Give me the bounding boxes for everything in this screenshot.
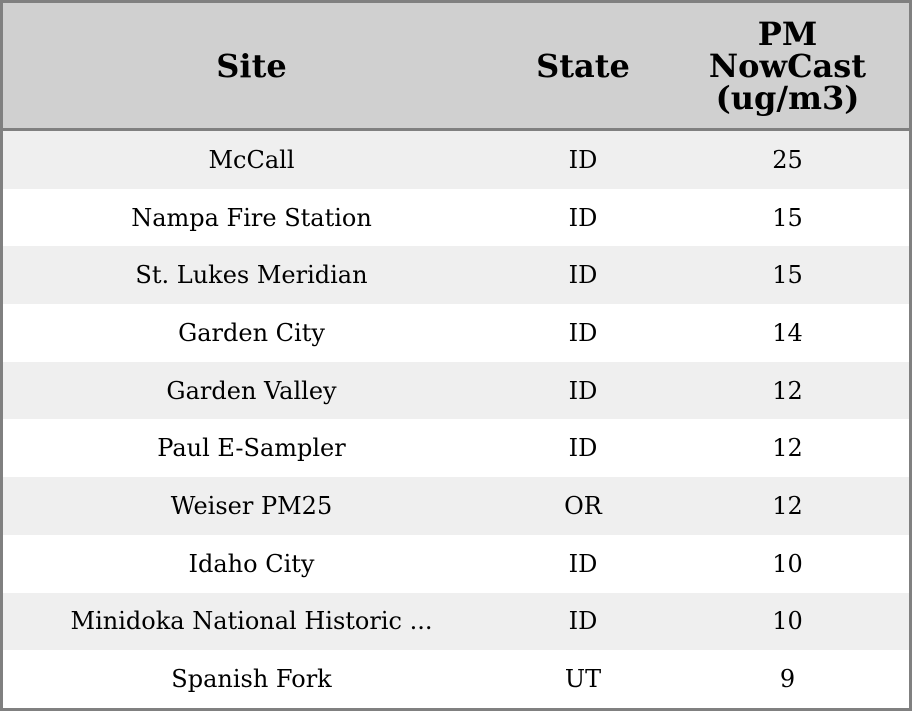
- cell-pm-nowcast: 14: [772, 318, 803, 347]
- cell-site: Garden City: [178, 318, 325, 347]
- table-row: Garden Valley ID 12: [3, 361, 909, 420]
- cell-state: ID: [568, 261, 598, 290]
- cell-site: Nampa Fire Station: [131, 203, 372, 232]
- cell-state: ID: [568, 549, 598, 578]
- table-row: McCall ID 25: [3, 131, 909, 189]
- cell-site: McCall: [208, 145, 295, 174]
- cell-state: UT: [564, 665, 602, 694]
- header-site[interactable]: Site: [216, 46, 287, 85]
- cell-pm-nowcast: 15: [772, 203, 803, 232]
- cell-site: Garden Valley: [166, 376, 337, 405]
- table-header: Site State PM NowCast (ug/m3): [3, 3, 909, 131]
- table-body: McCall ID 25 Nampa Fire Station ID 15 St. Luke…: [3, 131, 909, 708]
- cell-site: Spanish Fork: [171, 665, 332, 694]
- cell-state: OR: [564, 491, 602, 520]
- cell-pm-nowcast: 12: [772, 376, 803, 405]
- table-row: Weiser PM25 OR 12: [3, 477, 909, 535]
- cell-state: ID: [568, 145, 598, 174]
- cell-pm-nowcast: 10: [772, 549, 803, 578]
- cell-pm-nowcast: 12: [772, 434, 803, 463]
- cell-pm-nowcast: 25: [772, 145, 803, 174]
- cell-state: ID: [568, 607, 598, 636]
- table-row: St. Lukes Meridian ID 15: [3, 246, 909, 305]
- table-row: Nampa Fire Station ID 15: [3, 188, 909, 247]
- header-state[interactable]: State: [536, 46, 630, 85]
- table-row: Idaho City ID 10: [3, 534, 909, 593]
- cell-site: St. Lukes Meridian: [135, 261, 368, 290]
- cell-site: Idaho City: [188, 549, 315, 578]
- cell-pm-nowcast: 15: [772, 261, 803, 290]
- cell-state: ID: [568, 203, 598, 232]
- table-row: Paul E-Sampler ID 12: [3, 419, 909, 478]
- cell-pm-nowcast: 10: [772, 607, 803, 636]
- cell-state: ID: [568, 434, 598, 463]
- cell-site: Paul E-Sampler: [157, 434, 346, 463]
- table-row: Minidoka National Historic ... ID 10: [3, 592, 909, 651]
- cell-state: ID: [568, 376, 598, 405]
- cell-pm-nowcast: 9: [779, 665, 796, 694]
- header-pm-nowcast[interactable]: PM NowCast (ug/m3): [708, 14, 867, 117]
- cell-site: Minidoka National Historic ...: [70, 607, 433, 636]
- table-row: Spanish Fork UT 9: [3, 650, 909, 708]
- cell-pm-nowcast: 12: [772, 491, 803, 520]
- cell-state: ID: [568, 318, 598, 347]
- table-row: Garden City ID 14: [3, 304, 909, 362]
- cell-site: Weiser PM25: [170, 491, 333, 520]
